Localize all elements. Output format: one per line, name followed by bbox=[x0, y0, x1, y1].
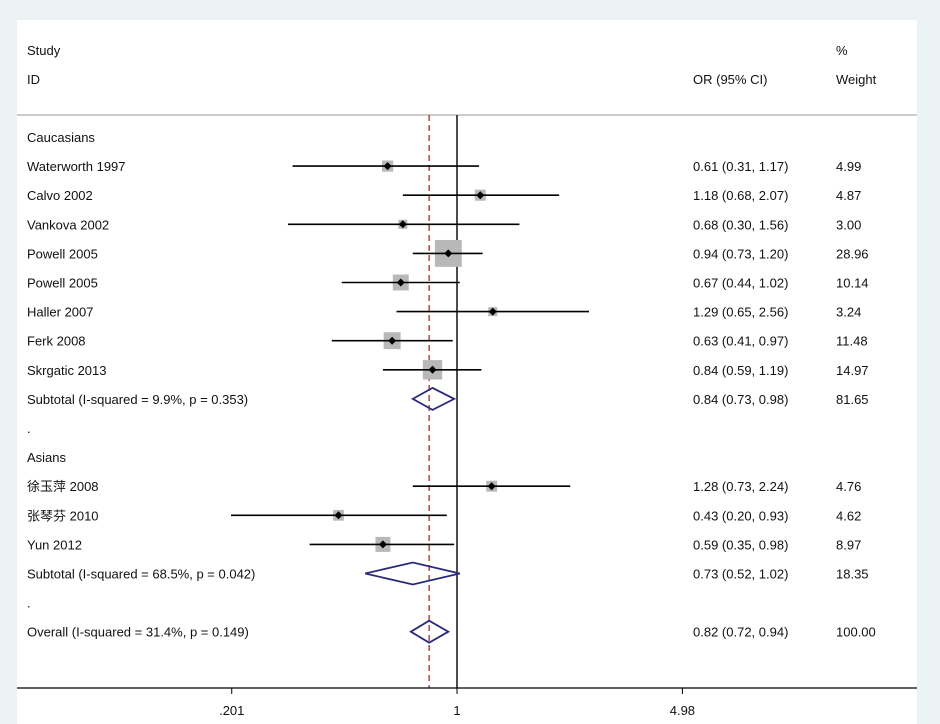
forest-plot-panel: Study ID OR (95% CI) % Weight .201 1 4.98 C… bbox=[17, 20, 917, 724]
chart-marks bbox=[17, 115, 917, 694]
header-id: ID bbox=[27, 72, 40, 87]
row-label-1: Waterworth 1997 bbox=[27, 159, 126, 174]
weight-text-12: 4.76 bbox=[836, 479, 861, 494]
point-estimate-3 bbox=[398, 220, 407, 229]
ci-text-12: 1.28 (0.73, 2.24) bbox=[693, 479, 788, 494]
x-tick-label-1: 1 bbox=[453, 703, 460, 718]
ci-text-6: 1.29 (0.65, 2.56) bbox=[693, 305, 788, 320]
row-label-12: 徐玉萍 2008 bbox=[27, 479, 99, 494]
row-label-15: Subtotal (I-squared = 68.5%, p = 0.042) bbox=[27, 567, 255, 582]
ci-text-5: 0.67 (0.44, 1.02) bbox=[693, 276, 788, 291]
weight-text-8: 14.97 bbox=[836, 363, 869, 378]
weight-text-9: 81.65 bbox=[836, 392, 869, 407]
weight-text-5: 10.14 bbox=[836, 276, 869, 291]
header-or-ci: OR (95% CI) bbox=[693, 72, 767, 87]
row-label-3: Vankova 2002 bbox=[27, 217, 109, 232]
row-label-7: Ferk 2008 bbox=[27, 334, 86, 349]
ci-text-14: 0.59 (0.35, 0.98) bbox=[693, 537, 788, 552]
ci-text-3: 0.68 (0.30, 1.56) bbox=[693, 217, 788, 232]
ci-text-4: 0.94 (0.73, 1.20) bbox=[693, 246, 788, 261]
row-label-16: . bbox=[27, 596, 31, 611]
row-label-8: Skrgatic 2013 bbox=[27, 363, 107, 378]
point-estimate-7 bbox=[388, 336, 397, 345]
point-estimate-13 bbox=[334, 511, 343, 520]
header-study: Study bbox=[27, 43, 61, 58]
row-label-17: Overall (I-squared = 31.4%, p = 0.149) bbox=[27, 625, 249, 640]
ci-text-2: 1.18 (0.68, 2.07) bbox=[693, 188, 788, 203]
weight-text-13: 4.62 bbox=[836, 508, 861, 523]
weight-text-17: 100.00 bbox=[836, 625, 876, 640]
weight-text-14: 8.97 bbox=[836, 537, 861, 552]
row-label-10: . bbox=[27, 421, 31, 436]
weight-text-4: 28.96 bbox=[836, 246, 869, 261]
weight-text-1: 4.99 bbox=[836, 159, 861, 174]
point-estimate-14 bbox=[378, 540, 387, 549]
point-estimate-12 bbox=[487, 482, 496, 491]
row-label-5: Powell 2005 bbox=[27, 276, 98, 291]
row-labels: .201 1 4.98 Caucasians Waterworth 1997 0.61 (… bbox=[27, 130, 876, 718]
point-estimate-6 bbox=[488, 307, 497, 316]
weight-text-2: 4.87 bbox=[836, 188, 861, 203]
ci-text-8: 0.84 (0.59, 1.19) bbox=[693, 363, 788, 378]
point-estimate-2 bbox=[476, 191, 485, 200]
header-weight: Weight bbox=[836, 72, 877, 87]
subtotal-diamond-9 bbox=[410, 386, 457, 411]
ci-text-17: 0.82 (0.72, 0.94) bbox=[693, 625, 788, 640]
weight-text-7: 11.48 bbox=[836, 334, 868, 349]
overall-diamond-17 bbox=[409, 619, 451, 644]
point-estimate-5 bbox=[396, 278, 405, 287]
ci-text-13: 0.43 (0.20, 0.93) bbox=[693, 508, 788, 523]
ci-text-7: 0.63 (0.41, 0.97) bbox=[693, 334, 788, 349]
point-estimate-8 bbox=[428, 365, 437, 374]
ci-text-1: 0.61 (0.31, 1.17) bbox=[693, 159, 788, 174]
row-label-4: Powell 2005 bbox=[27, 246, 98, 261]
row-label-6: Haller 2007 bbox=[27, 305, 94, 320]
subtotal-diamond-15 bbox=[364, 561, 460, 586]
ci-text-15: 0.73 (0.52, 1.02) bbox=[693, 567, 788, 582]
forest-plot: Study ID OR (95% CI) % Weight .201 1 4.98 C… bbox=[17, 43, 917, 718]
point-estimate-1 bbox=[383, 162, 392, 171]
row-label-13: 张琴芬 2010 bbox=[27, 508, 99, 523]
point-estimate-4 bbox=[444, 249, 453, 258]
x-tick-label-2: 4.98 bbox=[670, 703, 695, 718]
weight-text-15: 18.35 bbox=[836, 567, 869, 582]
row-label-11: Asians bbox=[27, 450, 67, 465]
x-tick-label-0: .201 bbox=[219, 703, 244, 718]
row-label-9: Subtotal (I-squared = 9.9%, p = 0.353) bbox=[27, 392, 248, 407]
weight-text-6: 3.24 bbox=[836, 305, 861, 320]
row-label-14: Yun 2012 bbox=[27, 537, 82, 552]
ci-text-9: 0.84 (0.73, 0.98) bbox=[693, 392, 788, 407]
header-percent: % bbox=[836, 43, 848, 58]
row-label-0: Caucasians bbox=[27, 130, 95, 145]
weight-text-3: 3.00 bbox=[836, 217, 861, 232]
row-label-2: Calvo 2002 bbox=[27, 188, 93, 203]
